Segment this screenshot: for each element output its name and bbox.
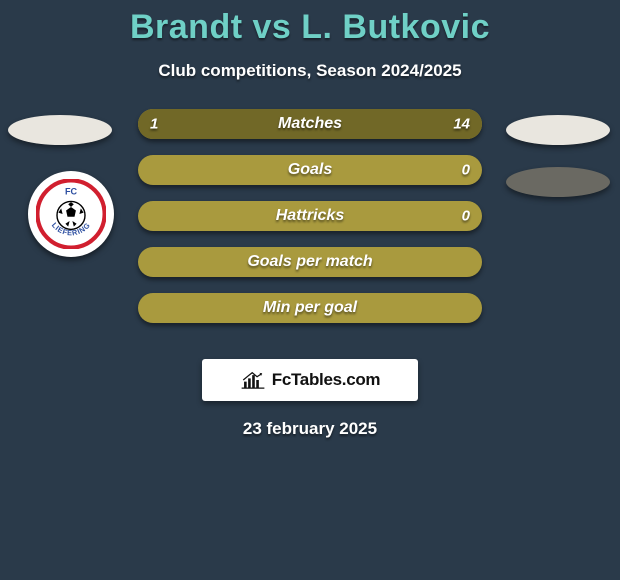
comparison-stage: FC LIEFERING 1 Matches 14 Goals 0 Hattri… — [0, 109, 620, 359]
bar-hattricks: Hattricks 0 — [138, 201, 482, 231]
player-left-placeholder — [8, 115, 112, 145]
bar-chart-icon — [240, 370, 266, 390]
subtitle: Club competitions, Season 2024/2025 — [0, 61, 620, 81]
stat-bars: 1 Matches 14 Goals 0 Hattricks 0 Goals p… — [138, 109, 482, 339]
bar-mpg-label: Min per goal — [263, 299, 357, 317]
branding-box[interactable]: FcTables.com — [202, 359, 418, 401]
player-right-placeholder-2 — [506, 167, 610, 197]
bar-gpm-label: Goals per match — [247, 253, 372, 271]
club-badge-left: FC LIEFERING — [28, 171, 114, 257]
branding-text: FcTables.com — [272, 370, 381, 390]
bar-goals-label: Goals — [288, 161, 332, 179]
bar-matches-fill-right — [162, 109, 482, 139]
page-title: Brandt vs L. Butkovic — [0, 0, 620, 47]
bar-hattricks-right-value: 0 — [462, 208, 470, 225]
bar-goals: Goals 0 — [138, 155, 482, 185]
footer-date: 23 february 2025 — [0, 419, 620, 439]
svg-text:FC: FC — [65, 186, 78, 196]
bar-matches-fill-left — [138, 109, 162, 139]
liefering-badge-icon: FC LIEFERING — [36, 179, 106, 249]
bar-min-per-goal: Min per goal — [138, 293, 482, 323]
bar-matches: 1 Matches 14 — [138, 109, 482, 139]
player-right-placeholder-1 — [506, 115, 610, 145]
bar-hattricks-label: Hattricks — [276, 207, 344, 225]
bar-goals-right-value: 0 — [462, 162, 470, 179]
bar-goals-per-match: Goals per match — [138, 247, 482, 277]
